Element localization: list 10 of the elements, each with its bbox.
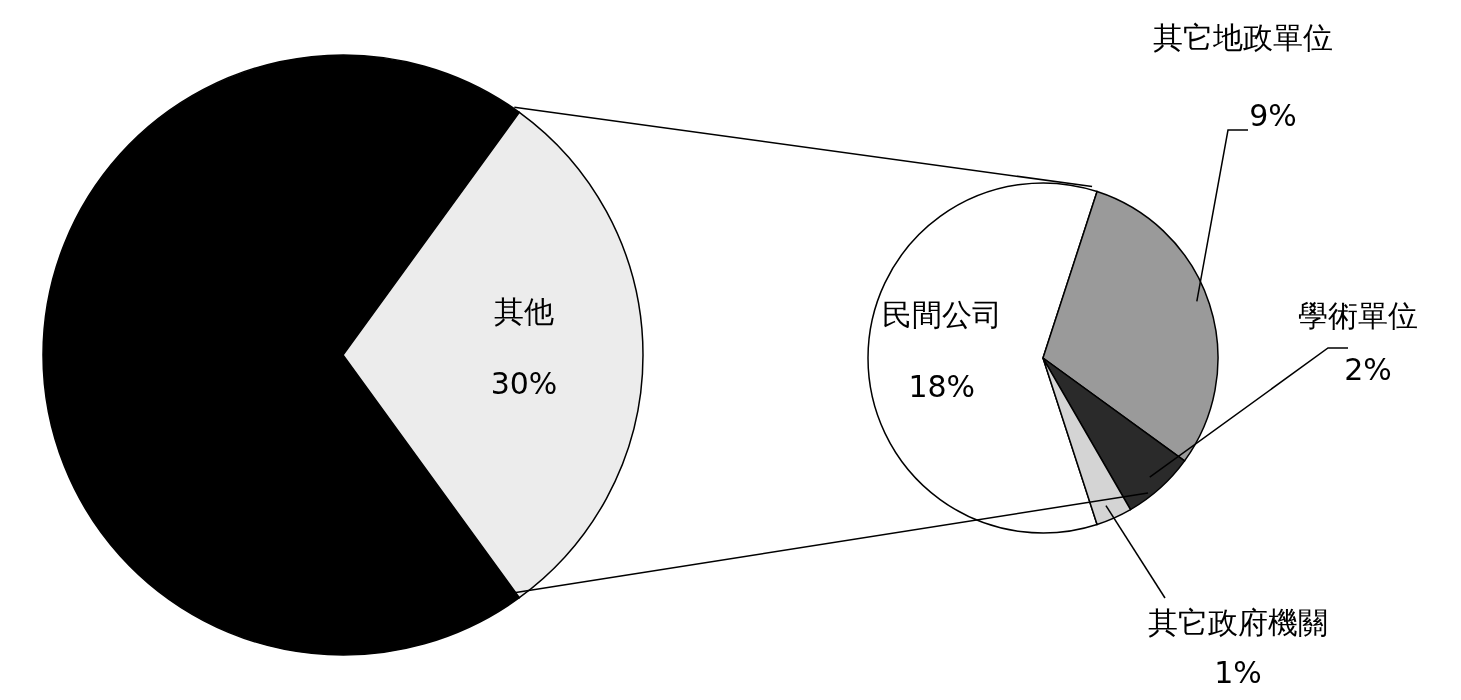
slice-label: 民間公司	[881, 297, 1002, 332]
slice-label: 學術單位	[1298, 298, 1418, 333]
data-label: 18%	[908, 369, 976, 404]
data-label: 30%	[490, 366, 558, 401]
slice-label: 其他	[494, 294, 554, 329]
slice-label: 其它政府機關	[1148, 605, 1328, 640]
data-label: 9%	[1249, 98, 1297, 133]
slice-label: 其它地政單位	[1153, 20, 1333, 55]
data-label: 2%	[1344, 352, 1392, 387]
data-label: 1%	[1214, 655, 1262, 690]
